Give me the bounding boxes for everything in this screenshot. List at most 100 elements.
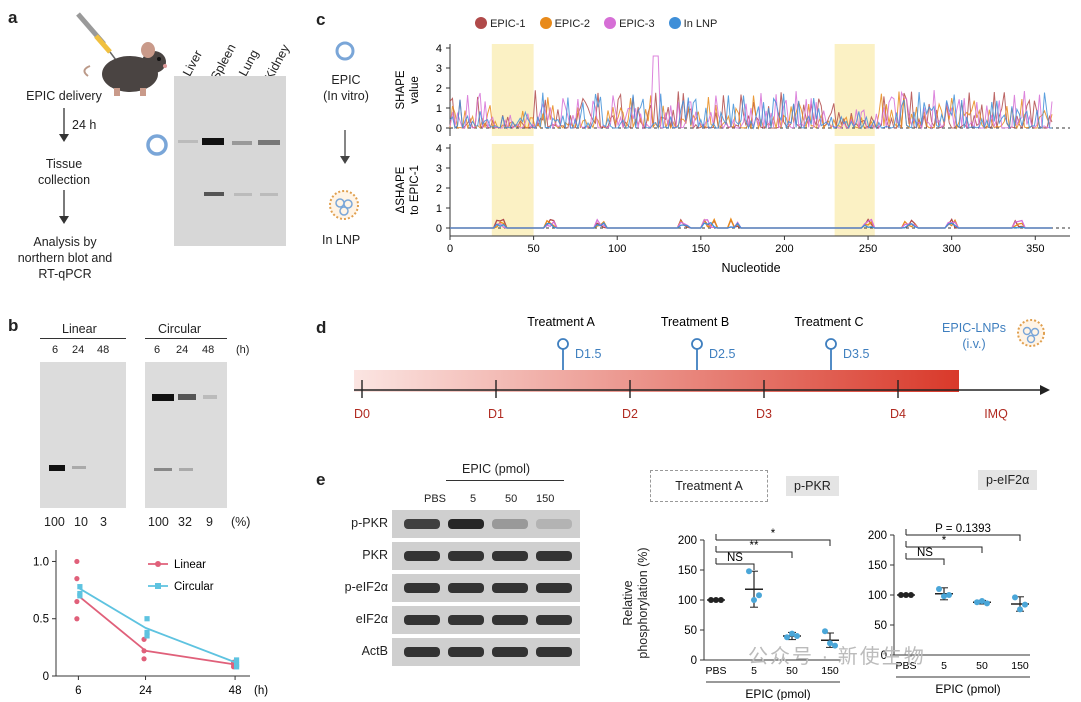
delta-shape-trace	[450, 217, 1052, 229]
epic-lnps-label: EPIC-LNPs (i.v.)	[942, 321, 1006, 351]
step-analysis: Analysis by northern blot and RT-qPCR	[17, 235, 113, 281]
data-point	[974, 599, 980, 606]
data-point	[903, 592, 909, 598]
data-point	[984, 600, 990, 607]
y-tick-label: 0	[43, 671, 49, 683]
treatment-label: Treatment A	[527, 315, 595, 329]
y-axis-label: to EPIC-1	[409, 165, 421, 215]
day-label: D0	[354, 407, 370, 421]
shape-legend: EPIC-1 EPIC-2 EPIC-3 In LNP	[475, 17, 717, 30]
data-point	[784, 634, 790, 641]
significance-bracket	[716, 563, 755, 570]
western-blot-strip	[392, 574, 580, 602]
day-label: D2	[622, 407, 638, 421]
y-tick-label: 150	[678, 565, 697, 577]
percent-value: 3	[100, 515, 107, 529]
x-tick-label: 150	[821, 665, 839, 677]
y-tick-label: 0	[691, 655, 697, 667]
x-tick-label: 300	[942, 243, 960, 255]
y-tick-label: 2	[436, 183, 442, 195]
percent-unit: (%)	[231, 515, 251, 529]
y-tick-label: 0	[436, 223, 442, 235]
blot-band	[448, 583, 484, 593]
lane-label: 50	[505, 493, 518, 505]
x-axis-label: EPIC (pmol)	[745, 687, 810, 700]
epic-pmol-header: EPIC (pmol)	[462, 462, 531, 476]
northern-blot-image	[174, 76, 286, 246]
delta-shape-trace	[450, 221, 1052, 229]
data-point	[822, 628, 828, 635]
delta-shape-trace	[450, 218, 1052, 229]
blot-band	[404, 551, 440, 561]
y-tick-label: 0	[881, 650, 887, 662]
data-point	[979, 598, 985, 604]
y-tick-label: 100	[868, 590, 887, 602]
data-point	[898, 592, 904, 598]
x-tick-label: 5	[751, 665, 757, 677]
legend-label: Linear	[174, 559, 206, 571]
data-point	[74, 576, 80, 582]
data-point	[77, 593, 83, 599]
significance-bracket	[716, 539, 831, 546]
timepoint-label: 6	[52, 344, 59, 356]
legend-label: Circular	[174, 581, 214, 593]
significance-bracket	[716, 551, 793, 558]
blot-band	[492, 519, 528, 529]
flow-arrow-icon	[59, 190, 69, 224]
flow-arrow-icon	[59, 108, 69, 142]
x-axis-label: EPIC (pmol)	[935, 682, 1000, 696]
data-point	[77, 584, 83, 590]
data-point	[941, 593, 947, 600]
highlight-band	[491, 144, 534, 236]
data-point	[908, 592, 914, 598]
epic-in-vitro-label: EPIC (In vitro)	[323, 73, 369, 103]
decay-chart: 0 0.5 1.0 6 24 48 (h) Linear Circular	[33, 550, 268, 697]
legend-marker	[155, 561, 161, 567]
p-eif2a-chart: 0 50 100 150 200 PBS 5 50 150 NS *P = 0.1393 EPIC (…	[868, 523, 1030, 696]
data-point	[746, 568, 752, 575]
data-point	[827, 640, 833, 647]
legend-item: EPIC-1	[475, 17, 526, 30]
significance-label: **	[750, 540, 759, 552]
panel-c-label: c	[316, 10, 326, 29]
significance-label: *	[942, 535, 947, 547]
highlight-band	[491, 44, 534, 136]
blot-band	[404, 519, 440, 529]
percent-value: 32	[178, 515, 192, 529]
x-tick-label: 50	[976, 660, 988, 672]
panel-d-label: d	[316, 318, 327, 337]
data-point	[74, 598, 80, 605]
x-unit-label: (h)	[254, 685, 268, 697]
significance-label: P = 0.1393	[935, 523, 991, 535]
significance-label: NS	[917, 547, 933, 559]
data-point	[789, 630, 795, 637]
y-axis-label: SHAPE	[395, 70, 407, 109]
lane-label: PBS	[424, 493, 447, 505]
y-tick-label: 1	[436, 103, 442, 115]
significance-bracket	[906, 534, 1021, 541]
y-tick-label: 0	[436, 123, 442, 135]
percent-value: 100	[148, 515, 169, 529]
timeline-gradient-bar	[354, 370, 959, 392]
legend-item: EPIC-2	[539, 17, 590, 30]
significance-label: NS	[727, 552, 743, 564]
data-point	[751, 597, 757, 603]
blot-band	[536, 519, 572, 529]
blot-band	[404, 615, 440, 625]
data-point	[832, 642, 838, 649]
y-axis-label: Relative phosphorylation (%)	[621, 547, 650, 659]
data-point	[233, 664, 240, 670]
y-tick-label: 2	[436, 83, 442, 95]
x-tick-label: 350	[1026, 243, 1044, 255]
percent-value: 9	[206, 515, 213, 529]
day-label: D3	[756, 407, 772, 421]
treatment-timeline: D0 D1 D2 D3 D4 IMQ Treatment A D1.5 Treatment B D…	[354, 315, 1050, 421]
circular-blot-image	[145, 362, 227, 508]
shape-trace	[449, 55, 1053, 130]
in-lnp-label: In LNP	[322, 233, 361, 247]
blot-row-label: eIF2α	[355, 612, 388, 626]
step-epic-delivery: EPIC delivery	[26, 89, 102, 103]
x-tick-label: PBS	[895, 660, 916, 672]
timepoint-label: 48	[202, 344, 215, 356]
shape-trace	[449, 91, 1053, 130]
